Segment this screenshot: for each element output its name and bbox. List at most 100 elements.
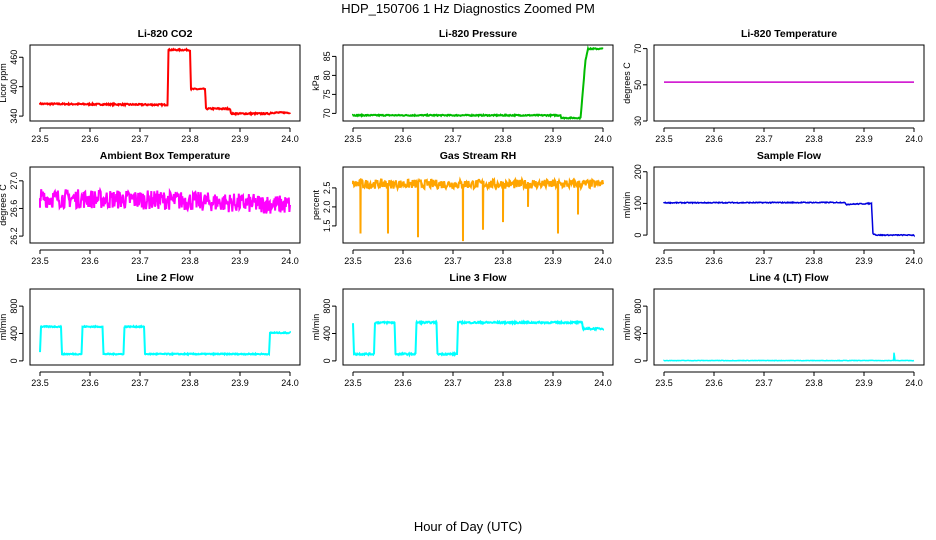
y-axis-label: ml/min [0,314,8,341]
figure-title: HDP_150706 1 Hz Diagnostics Zoomed PM [341,1,595,16]
y-tick-label: 2.0 [322,201,332,214]
panel-pressure: Li-820 Pressure 23.5 23.6 23.7 23.8 23.9 24.0 7… [311,28,614,144]
panel-title: Li-820 Temperature [741,28,837,40]
series-line [663,200,915,238]
x-tick-label: 23.5 [31,378,49,388]
panel-title: Line 2 Flow [136,272,194,284]
x-tick-label: 23.8 [805,256,823,266]
x-tick-label: 23.6 [394,256,412,266]
panel-title: Line 3 Flow [449,272,507,284]
x-tick-label: 23.7 [755,256,773,266]
x-tick-label: 23.9 [855,378,873,388]
plot-frame [653,166,925,244]
y-tick-label: 800 [633,299,643,314]
y-tick-label: 0 [633,233,643,238]
x-tick-label: 23.7 [444,378,462,388]
x-tick-label: 23.7 [755,378,773,388]
plot-frame [29,288,301,366]
x-tick-label: 24.0 [905,256,923,266]
y-tick-label: 50 [633,80,643,90]
panel-ambient: Ambient Box Temperature 23.5 23.6 23.7 23.8 2… [0,150,301,266]
x-tick-label: 24.0 [905,134,923,144]
panel-title: Gas Stream RH [440,150,516,162]
panel-sample: Sample Flow 23.5 23.6 23.7 23.8 23.9 24.0 0 100 2… [622,150,925,266]
x-tick-label: 23.8 [181,256,199,266]
y-axis-label: ml/min [622,192,632,219]
x-tick-label: 23.6 [705,256,723,266]
y-tick-label: 0 [633,358,643,363]
panels: Li-820 CO2 23.5 23.6 23.7 23.8 23.9 24.0 340 400… [0,28,925,388]
x-tick-label: 23.6 [705,134,723,144]
series-line [352,175,604,242]
x-tick-label: 23.8 [805,134,823,144]
plot-frame [29,44,301,122]
plot-frame [29,166,301,244]
series-line [352,45,604,121]
x-tick-label: 23.9 [231,134,249,144]
y-tick-label: 200 [633,164,643,179]
x-tick-label: 23.8 [805,378,823,388]
x-tick-label: 23.5 [655,378,673,388]
x-tick-label: 23.6 [81,378,99,388]
x-tick-label: 23.9 [855,134,873,144]
x-tick-label: 23.6 [81,134,99,144]
y-tick-label: 85 [322,51,332,61]
panel-line4: Line 4 (LT) Flow 23.5 23.6 23.7 23.8 23.9 24.0… [622,272,925,388]
x-tick-label: 23.5 [31,256,49,266]
y-tick-label: 70 [322,108,332,118]
y-tick-label: 400 [633,326,643,341]
x-tick-label: 23.7 [131,134,149,144]
series-line [39,186,291,214]
y-tick-label: 340 [9,109,19,124]
panel-title: Li-820 CO2 [138,28,193,40]
panel-co2: Li-820 CO2 23.5 23.6 23.7 23.8 23.9 24.0 340 400… [0,28,301,144]
x-tick-label: 23.7 [131,256,149,266]
x-tick-label: 23.9 [855,256,873,266]
plot-frame [653,288,925,366]
y-axis-label: percent [311,189,321,220]
panel-title: Line 4 (LT) Flow [749,272,829,284]
x-tick-label: 23.5 [344,134,362,144]
y-tick-label: 400 [322,326,332,341]
x-tick-label: 23.5 [31,134,49,144]
plot-frame [342,288,614,366]
y-tick-label: 800 [322,299,332,314]
x-tick-label: 23.8 [181,378,199,388]
figure-xlabel: Hour of Day (UTC) [414,519,522,534]
x-tick-label: 23.8 [181,134,199,144]
x-tick-label: 24.0 [594,256,612,266]
x-tick-label: 23.5 [655,256,673,266]
plot-frame [342,44,614,122]
y-tick-label: 0 [322,358,332,363]
series-line [352,319,604,358]
y-axis-label: kPa [311,75,321,91]
y-tick-label: 75 [322,89,332,99]
series-line [39,47,291,117]
panel-rh: Gas Stream RH 23.5 23.6 23.7 23.8 23.9 24.0 1.5… [311,150,614,266]
x-tick-label: 23.6 [81,256,99,266]
panel-line2: Line 2 Flow 23.5 23.6 23.7 23.8 23.9 24.0 0 400 8… [0,272,301,388]
x-tick-label: 23.8 [494,134,512,144]
x-tick-label: 23.5 [344,378,362,388]
x-tick-label: 24.0 [594,378,612,388]
x-tick-label: 24.0 [281,256,299,266]
y-tick-label: 27.0 [9,172,19,190]
y-tick-label: 70 [633,44,643,54]
y-axis-label: degrees C [0,184,8,226]
panel-line3: Line 3 Flow 23.5 23.6 23.7 23.8 23.9 24.0 0 400 8… [311,272,614,388]
panel-title: Li-820 Pressure [439,28,517,40]
x-tick-label: 24.0 [905,378,923,388]
panel-temperature: Li-820 Temperature 23.5 23.6 23.7 23.8 23.9 24… [622,28,925,144]
plot-frame [342,166,614,244]
y-tick-label: 1.5 [322,220,332,233]
x-tick-label: 23.8 [494,256,512,266]
panel-title: Sample Flow [757,150,822,162]
y-tick-label: 0 [9,358,19,363]
x-tick-label: 23.9 [544,256,562,266]
x-tick-label: 24.0 [594,134,612,144]
x-tick-label: 23.5 [344,256,362,266]
x-tick-label: 23.9 [544,134,562,144]
series-line [663,352,915,362]
series-line [39,324,291,357]
x-tick-label: 23.6 [394,134,412,144]
